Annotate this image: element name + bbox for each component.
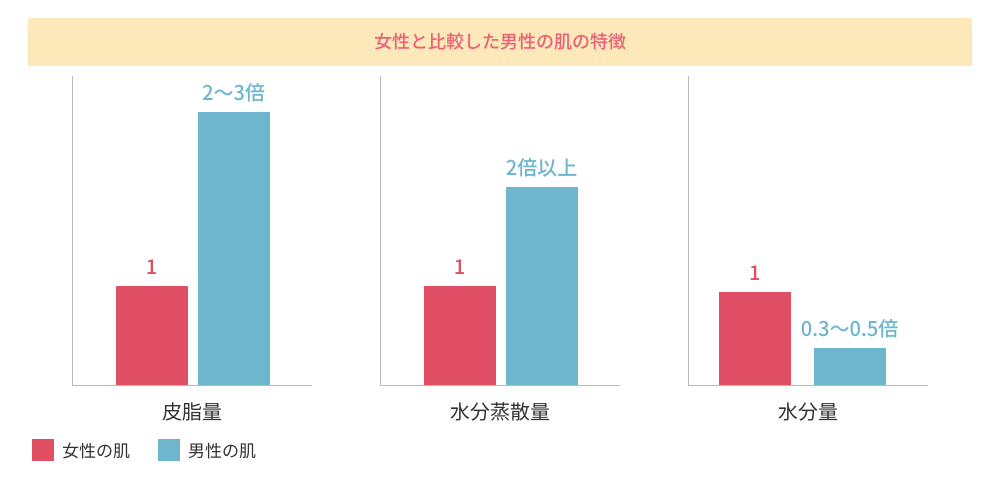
bar (814, 348, 886, 385)
bar-label: 2〜3倍 (202, 77, 265, 106)
bars-box-0: 1 2〜3倍 (72, 76, 312, 386)
bars-box-1: 1 2倍以上 (380, 76, 620, 386)
bar-0-female: 1 (116, 251, 188, 385)
bar-1-male: 2倍以上 (506, 152, 578, 385)
bar (506, 187, 578, 385)
bar-2-male: 0.3〜0.5倍 (801, 313, 899, 385)
chart-group-1: 1 2倍以上 水分蒸散量 (346, 76, 654, 425)
bar (116, 286, 188, 385)
bar-label: 1 (749, 257, 760, 286)
bar-label: 0.3〜0.5倍 (801, 313, 899, 342)
bar-0-male: 2〜3倍 (198, 77, 270, 385)
legend-item-male: 男性の肌 (158, 437, 256, 462)
chart-area: 1 2〜3倍 皮脂量 1 2倍以上 (28, 76, 972, 425)
legend-label: 女性の肌 (62, 437, 130, 462)
bar-label: 1 (146, 251, 157, 280)
bars-box-2: 1 0.3〜0.5倍 (688, 76, 928, 386)
legend-swatch-icon (158, 439, 180, 461)
legend: 女性の肌 男性の肌 (28, 437, 972, 462)
bar-label: 2倍以上 (506, 152, 577, 181)
legend-label: 男性の肌 (188, 437, 256, 462)
bar-label: 1 (454, 251, 465, 280)
x-label-0: 皮脂量 (162, 396, 222, 425)
bars-row-0: 1 2〜3倍 (73, 76, 312, 385)
legend-item-female: 女性の肌 (32, 437, 130, 462)
chart-group-2: 1 0.3〜0.5倍 水分量 (654, 76, 962, 425)
chart-group-0: 1 2〜3倍 皮脂量 (38, 76, 346, 425)
chart-title: 女性と比較した男性の肌の特徴 (28, 18, 972, 66)
bar-1-female: 1 (424, 251, 496, 385)
bar (424, 286, 496, 385)
bars-row-1: 1 2倍以上 (381, 76, 620, 385)
bar-2-female: 1 (719, 257, 791, 385)
legend-swatch-icon (32, 439, 54, 461)
x-label-2: 水分量 (778, 396, 838, 425)
bar (198, 112, 270, 385)
x-label-1: 水分蒸散量 (450, 396, 550, 425)
bar (719, 292, 791, 385)
bars-row-2: 1 0.3〜0.5倍 (689, 76, 928, 385)
